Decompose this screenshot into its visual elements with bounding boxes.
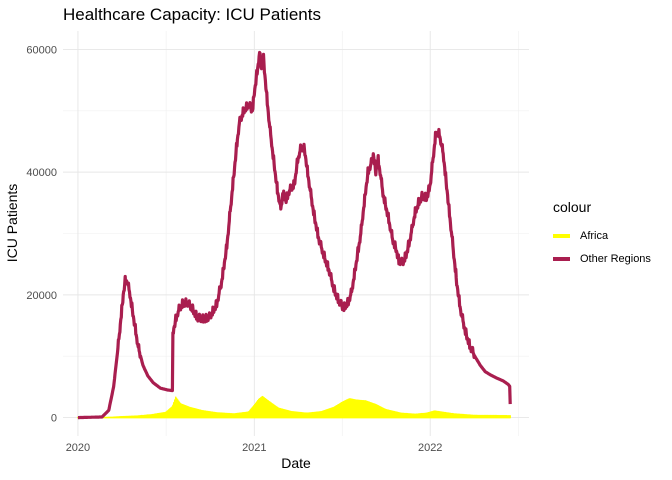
- x-tick-label: 2022: [418, 442, 442, 454]
- y-tick-label: 20000: [26, 290, 57, 302]
- x-tick-label: 2021: [242, 442, 266, 454]
- chart-title: Healthcare Capacity: ICU Patients: [63, 5, 321, 24]
- x-tick-label: 2020: [66, 442, 90, 454]
- series-africa-area: [77, 395, 511, 419]
- legend-item-africa: Africa: [553, 224, 651, 247]
- legend: colour Africa Other Regions: [553, 199, 651, 270]
- x-axis-title: Date: [281, 455, 311, 471]
- legend-label-other-regions: Other Regions: [580, 252, 651, 265]
- legend-title: colour: [553, 199, 592, 215]
- legend-label-africa: Africa: [580, 229, 609, 242]
- legend-item-other-regions: Other Regions: [553, 247, 651, 270]
- legend-key-other-regions: [553, 256, 570, 261]
- legend-key-africa: [553, 233, 570, 238]
- series-other-regions-line: [76, 50, 512, 420]
- y-tick-label: 40000: [26, 167, 57, 179]
- y-axis-title: ICU Patients: [4, 183, 20, 263]
- y-tick-label: 60000: [26, 44, 57, 56]
- y-tick-label: 0: [51, 413, 57, 425]
